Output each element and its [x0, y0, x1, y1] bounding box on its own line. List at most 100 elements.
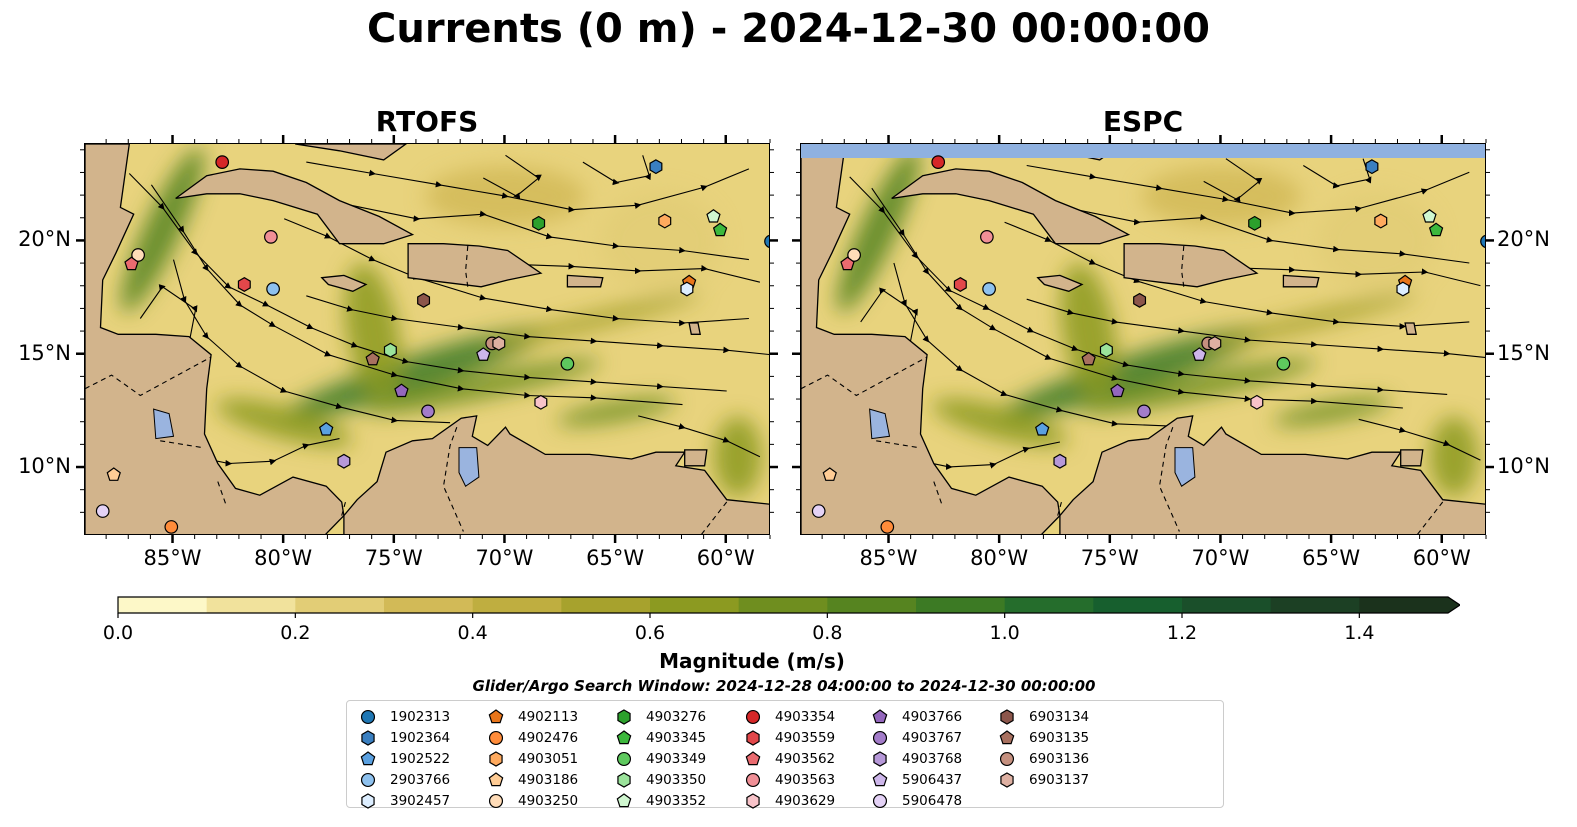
legend-item[interactable]: 2903766 [359, 769, 450, 790]
float-marker-4903186[interactable] [822, 467, 837, 481]
legend-item[interactable]: 6903134 [998, 707, 1089, 728]
legend-item[interactable]: 1902364 [359, 728, 450, 749]
float-marker-4903345[interactable] [1428, 222, 1444, 237]
legend-marker-6903136[interactable] [999, 751, 1015, 767]
float-marker-4903352[interactable] [1422, 208, 1437, 223]
float-marker-4903250[interactable] [131, 248, 145, 262]
float-marker-4903349[interactable] [1276, 356, 1291, 371]
legend-marker-6903137[interactable] [1000, 772, 1014, 788]
float-marker-1902313[interactable] [764, 234, 770, 248]
legend-marker-4903051[interactable] [489, 751, 503, 767]
float-marker-2903766[interactable] [982, 282, 996, 296]
map-panel-espc[interactable] [800, 143, 1486, 535]
legend-item[interactable]: 4902113 [487, 707, 578, 728]
legend-marker-5906437[interactable] [872, 772, 888, 787]
map-canvas[interactable] [801, 144, 1486, 535]
float-marker-1902364[interactable] [1365, 159, 1379, 175]
legend-marker-4902113[interactable] [488, 709, 504, 724]
legend-item[interactable]: 1902522 [359, 749, 450, 770]
legend-item[interactable]: 4902476 [487, 728, 578, 749]
float-marker-4903563[interactable] [264, 230, 278, 244]
float-marker-1902364[interactable] [649, 159, 663, 175]
legend-marker-4903354[interactable] [745, 710, 761, 725]
legend-item[interactable]: 6903136 [998, 749, 1089, 770]
map-panel-rtofs[interactable] [84, 143, 770, 535]
legend-item[interactable]: 4903766 [871, 707, 962, 728]
map-canvas[interactable] [85, 144, 770, 535]
legend-marker-3902457[interactable] [361, 792, 375, 809]
legend-marker-6903134[interactable] [1000, 709, 1014, 726]
legend-marker-4903629[interactable] [746, 792, 760, 809]
legend-item[interactable]: 4903767 [871, 728, 962, 749]
float-marker-5906478[interactable] [811, 504, 826, 518]
legend-marker-4903350[interactable] [617, 772, 631, 788]
float-marker-4903768[interactable] [1053, 453, 1067, 469]
legend-marker-6903135[interactable] [999, 730, 1015, 745]
legend-marker-4903276[interactable] [617, 709, 631, 726]
float-marker-4903354[interactable] [931, 155, 946, 169]
float-marker-4903766[interactable] [394, 383, 409, 398]
legend-item[interactable]: 4903768 [871, 749, 962, 770]
legend-item[interactable]: 4903352 [615, 790, 706, 811]
legend-item[interactable]: 4903559 [744, 728, 835, 749]
float-marker-4903350[interactable] [1099, 342, 1113, 358]
float-marker-4903350[interactable] [383, 342, 397, 358]
float-marker-4903354[interactable] [215, 155, 230, 169]
float-marker-5906437[interactable] [476, 347, 491, 361]
float-marker-4903559[interactable] [953, 276, 967, 292]
float-marker-4903766[interactable] [1110, 383, 1125, 398]
legend-item[interactable]: 6903135 [998, 728, 1089, 749]
float-marker-3902457[interactable] [680, 281, 694, 297]
legend-item[interactable]: 4903354 [744, 707, 835, 728]
float-marker-4903352[interactable] [706, 208, 721, 223]
float-marker-4903276[interactable] [532, 215, 546, 231]
legend-marker-4903559[interactable] [746, 730, 760, 746]
legend-marker-4903767[interactable] [872, 731, 888, 746]
legend-item[interactable]: 4903051 [487, 749, 578, 770]
legend-item[interactable]: 6903137 [998, 769, 1089, 790]
float-marker-1902313[interactable] [1480, 234, 1486, 248]
legend-marker-4902476[interactable] [488, 731, 504, 746]
legend-marker-1902364[interactable] [361, 730, 375, 746]
legend-marker-1902313[interactable] [360, 710, 376, 725]
float-marker-6903134[interactable] [1133, 292, 1147, 308]
float-marker-6903135[interactable] [365, 351, 380, 366]
float-marker-4903250[interactable] [847, 248, 861, 262]
float-marker-4903629[interactable] [534, 394, 548, 410]
float-marker-4903562[interactable] [124, 256, 139, 271]
float-marker-4903767[interactable] [1137, 404, 1151, 419]
legend-marker-5906478[interactable] [872, 793, 888, 808]
legend-marker-2903766[interactable] [360, 772, 376, 787]
legend-marker-4903349[interactable] [616, 751, 632, 767]
float-marker-6903137[interactable] [492, 335, 506, 351]
float-marker-4903562[interactable] [840, 256, 855, 271]
legend-marker-1902522[interactable] [360, 751, 376, 766]
legend-marker-4903562[interactable] [745, 751, 761, 766]
float-marker-4903559[interactable] [237, 276, 251, 292]
float-marker-4903563[interactable] [980, 230, 994, 244]
legend-item[interactable]: 4903629 [744, 790, 835, 811]
legend-marker-4903186[interactable] [488, 772, 504, 787]
legend-marker-4903766[interactable] [872, 709, 888, 724]
legend-item[interactable]: 5906437 [871, 769, 962, 790]
legend-marker-4903563[interactable] [745, 772, 761, 787]
legend-item[interactable]: 5906478 [871, 790, 962, 811]
float-marker-4903051[interactable] [1374, 213, 1388, 229]
float-marker-6903137[interactable] [1208, 335, 1222, 351]
legend-marker-4903250[interactable] [488, 793, 504, 808]
float-marker-2903766[interactable] [266, 282, 280, 296]
float-marker-4903051[interactable] [658, 213, 672, 229]
legend-item[interactable]: 1902313 [359, 707, 450, 728]
float-marker-4902476[interactable] [164, 520, 179, 534]
float-marker-3902457[interactable] [1396, 281, 1410, 297]
float-marker-4902476[interactable] [880, 520, 895, 534]
legend-item[interactable]: 4903562 [744, 749, 835, 770]
legend-item[interactable]: 4903345 [615, 728, 706, 749]
legend-marker-4903352[interactable] [616, 792, 632, 807]
float-marker-4903276[interactable] [1248, 215, 1262, 231]
float-marker-4903345[interactable] [712, 222, 728, 237]
legend-item[interactable]: 4903349 [615, 749, 706, 770]
float-marker-1902522[interactable] [1035, 421, 1050, 436]
legend-item[interactable]: 4903186 [487, 769, 578, 790]
legend-item[interactable]: 4903276 [615, 707, 706, 728]
